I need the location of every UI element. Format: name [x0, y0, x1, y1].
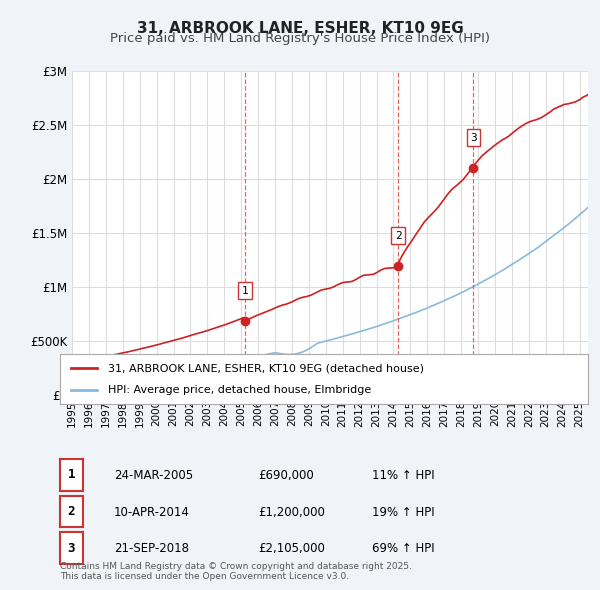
Text: 31, ARBROOK LANE, ESHER, KT10 9EG (detached house): 31, ARBROOK LANE, ESHER, KT10 9EG (detac… — [107, 363, 424, 373]
Text: 10-APR-2014: 10-APR-2014 — [114, 506, 190, 519]
Text: 2: 2 — [395, 231, 401, 241]
Text: £1,200,000: £1,200,000 — [258, 506, 325, 519]
Text: Price paid vs. HM Land Registry's House Price Index (HPI): Price paid vs. HM Land Registry's House … — [110, 32, 490, 45]
Text: 1: 1 — [242, 286, 248, 296]
Text: 3: 3 — [68, 542, 75, 555]
Text: 69% ↑ HPI: 69% ↑ HPI — [372, 542, 434, 555]
Text: HPI: Average price, detached house, Elmbridge: HPI: Average price, detached house, Elmb… — [107, 385, 371, 395]
Text: £2,105,000: £2,105,000 — [258, 542, 325, 555]
Text: 1: 1 — [68, 468, 75, 481]
Text: £690,000: £690,000 — [258, 469, 314, 482]
Text: 24-MAR-2005: 24-MAR-2005 — [114, 469, 193, 482]
Text: Contains HM Land Registry data © Crown copyright and database right 2025.
This d: Contains HM Land Registry data © Crown c… — [60, 562, 412, 581]
Text: 21-SEP-2018: 21-SEP-2018 — [114, 542, 189, 555]
Text: 31, ARBROOK LANE, ESHER, KT10 9EG: 31, ARBROOK LANE, ESHER, KT10 9EG — [137, 21, 463, 35]
Text: 11% ↑ HPI: 11% ↑ HPI — [372, 469, 434, 482]
Text: 3: 3 — [470, 133, 476, 143]
Text: 19% ↑ HPI: 19% ↑ HPI — [372, 506, 434, 519]
Text: 2: 2 — [68, 505, 75, 518]
